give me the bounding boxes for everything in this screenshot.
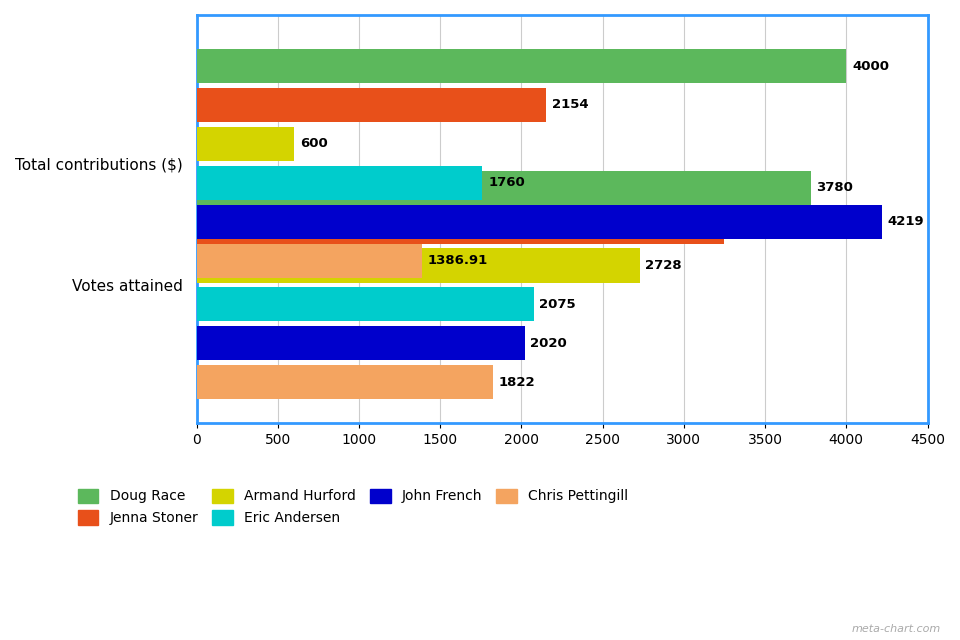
Bar	[197, 365, 492, 399]
Text: 2728: 2728	[645, 259, 682, 272]
Text: 600: 600	[300, 138, 327, 150]
Bar	[197, 49, 847, 83]
Bar	[197, 127, 294, 161]
Text: 3780: 3780	[816, 181, 853, 194]
Bar	[197, 244, 421, 278]
Legend: Doug Race, Jenna Stoner, Armand Hurford, Eric Andersen, John French, Chris Petti: Doug Race, Jenna Stoner, Armand Hurford,…	[72, 483, 634, 531]
Text: 2075: 2075	[540, 298, 576, 311]
Bar	[197, 205, 882, 239]
Text: 2020: 2020	[530, 337, 567, 350]
Text: 1760: 1760	[489, 177, 525, 189]
Bar	[197, 209, 724, 244]
Bar	[197, 171, 810, 205]
Bar	[197, 248, 639, 282]
Bar	[197, 166, 483, 200]
Text: 4219: 4219	[888, 215, 924, 228]
Bar	[197, 287, 534, 321]
Text: 1386.91: 1386.91	[427, 254, 488, 267]
Text: 2154: 2154	[552, 99, 588, 111]
Bar	[197, 326, 525, 360]
Text: 3245: 3245	[730, 220, 766, 233]
Bar	[197, 88, 546, 122]
Text: 4000: 4000	[852, 60, 889, 72]
Text: 1822: 1822	[498, 376, 535, 388]
Text: meta-chart.com: meta-chart.com	[852, 623, 941, 634]
